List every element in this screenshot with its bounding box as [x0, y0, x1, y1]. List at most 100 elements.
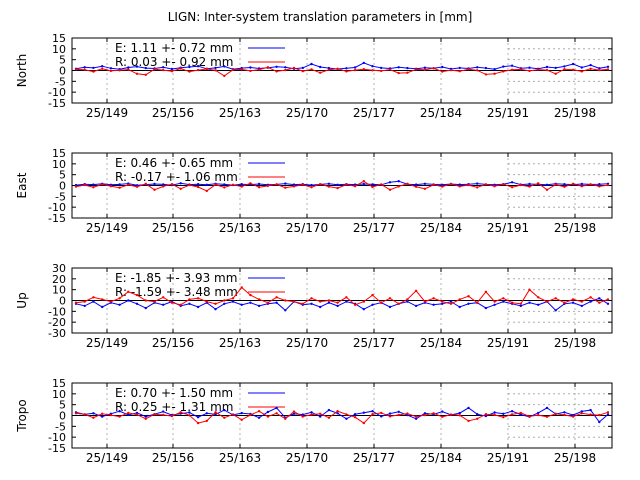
data-point-E [353, 66, 357, 69]
data-point-E [467, 302, 470, 305]
data-point-E [266, 410, 270, 414]
data-point-E [441, 65, 444, 69]
data-point-R [118, 297, 121, 300]
data-point-R [580, 70, 583, 73]
data-point-E [127, 413, 130, 417]
data-point-R [162, 296, 165, 299]
data-point-R [545, 188, 549, 191]
data-point-R [92, 186, 95, 189]
series-line-R [75, 180, 609, 192]
data-point-E [580, 66, 583, 69]
data-point-R [196, 185, 200, 189]
data-point-E [345, 67, 348, 70]
data-point-R [240, 286, 243, 289]
data-point-E [336, 304, 339, 308]
x-tick-label: 25/170 [286, 106, 328, 120]
data-point-R [74, 301, 78, 304]
data-point-E [397, 180, 400, 183]
data-point-R [397, 185, 400, 188]
data-point-E [380, 66, 383, 70]
data-point-R [92, 296, 95, 299]
data-point-R [397, 413, 400, 417]
data-point-R [83, 300, 86, 303]
y-tick-label: -10 [48, 201, 66, 214]
data-point-R [537, 68, 540, 71]
y-tick-label: 15 [52, 377, 66, 390]
data-point-R [249, 182, 252, 185]
data-point-E [292, 183, 296, 186]
legend-entry-E: E: 1.11 +- 0.72 mm [115, 41, 233, 55]
data-point-E [441, 302, 444, 305]
data-point-R [406, 71, 409, 74]
data-point-R [301, 415, 304, 418]
y-tick-label: 15 [52, 32, 66, 45]
data-point-R [414, 185, 418, 188]
data-point-R [101, 412, 104, 415]
data-point-R [223, 74, 226, 78]
legend-entry-E: E: 0.46 +- 0.65 mm [115, 156, 233, 170]
data-point-E [301, 413, 304, 416]
data-point-E [257, 182, 261, 186]
data-point-R [519, 411, 522, 415]
data-point-E [519, 413, 522, 416]
data-point-E [545, 183, 549, 186]
data-point-R [345, 413, 348, 416]
data-point-R [196, 421, 200, 425]
data-point-E [571, 301, 575, 304]
data-point-R [510, 186, 514, 189]
data-point-E [388, 305, 392, 309]
data-point-R [336, 67, 339, 71]
data-point-E [196, 416, 200, 419]
data-point-R [598, 413, 601, 417]
data-point-R [214, 411, 217, 414]
data-point-E [353, 413, 357, 416]
data-point-E [275, 406, 278, 410]
data-point-E [510, 410, 514, 413]
y-tick-label: -15 [48, 442, 66, 455]
data-point-R [589, 183, 592, 186]
data-point-E [162, 66, 165, 69]
data-point-E [179, 182, 182, 185]
y-tick-label: 10 [52, 43, 66, 56]
data-point-R [380, 183, 383, 186]
series-line-E [75, 297, 609, 311]
data-point-R [336, 186, 339, 190]
data-point-R [205, 419, 208, 423]
data-point-E [537, 303, 540, 306]
data-point-R [240, 68, 243, 71]
data-point-R [388, 297, 392, 300]
data-point-E [406, 300, 409, 303]
x-tick-label: 25/149 [86, 106, 128, 120]
data-point-E [589, 408, 592, 412]
data-point-R [441, 300, 444, 303]
data-point-R [353, 68, 357, 72]
data-point-E [571, 62, 575, 66]
data-point-E [101, 65, 104, 68]
data-point-E [162, 303, 165, 306]
data-point-R [284, 68, 287, 72]
data-point-R [476, 69, 479, 72]
series-line-E [75, 62, 609, 70]
data-point-R [554, 412, 557, 415]
data-point-R [345, 183, 348, 186]
data-point-R [135, 413, 139, 416]
data-point-R [249, 69, 252, 73]
data-point-R [310, 186, 313, 189]
data-point-R [83, 413, 86, 416]
data-point-E [589, 63, 592, 67]
legend-entry-R: R: 0.03 +- 0.92 mm [115, 55, 233, 69]
y-tick-label: -5 [55, 420, 66, 433]
data-point-E [519, 304, 522, 308]
x-tick-label: 25/177 [353, 451, 395, 465]
data-point-R [458, 414, 461, 417]
data-point-R [467, 295, 470, 298]
data-point-E [92, 300, 95, 303]
data-point-R [388, 415, 392, 418]
data-point-R [127, 183, 130, 186]
data-point-R [563, 413, 566, 417]
data-point-E [83, 304, 86, 308]
data-point-R [589, 296, 592, 299]
data-point-R [101, 298, 104, 301]
data-point-E [362, 308, 365, 311]
legend-entry-R: R: -0.17 +- 1.06 mm [115, 170, 238, 184]
